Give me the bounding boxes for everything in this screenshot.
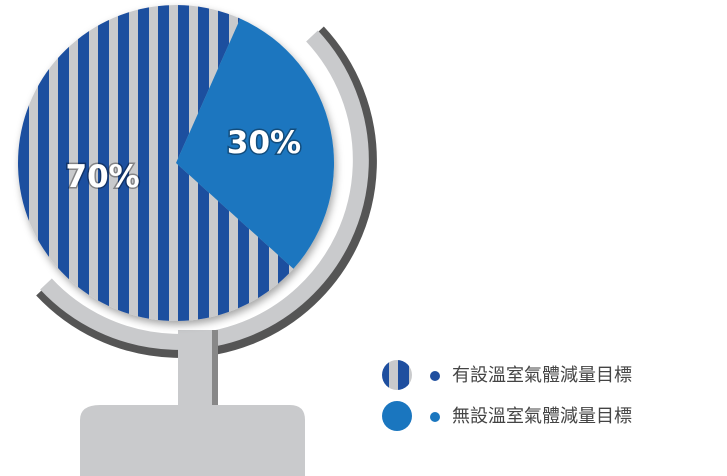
- pie-labels: 70% 30%: [64, 123, 303, 196]
- legend-label: 有設溫室氣體減量目標: [452, 365, 632, 386]
- globe-base: [80, 405, 305, 476]
- pie: [18, 4, 334, 321]
- pie-label: 70%: [66, 159, 140, 195]
- pie-label: 30%: [227, 125, 301, 161]
- globe-stem-shade: [212, 330, 218, 430]
- legend-label: 無設溫室氣體減量目標: [452, 406, 632, 427]
- legend-icon: [382, 401, 412, 431]
- legend-bullet: [430, 371, 440, 381]
- pie-slice: [18, 4, 294, 321]
- legend-bullet: [430, 412, 440, 422]
- pie-slice: [176, 18, 334, 269]
- globe-ring: [40, 30, 369, 350]
- legend-icon: [382, 360, 412, 390]
